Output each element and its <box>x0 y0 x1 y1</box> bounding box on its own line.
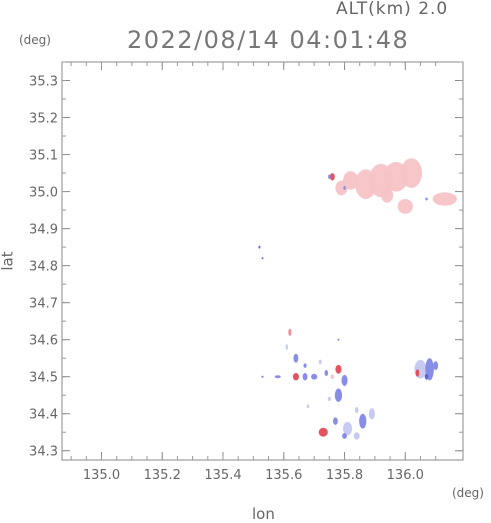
echo-cell <box>424 373 429 380</box>
y-tick-label: 34.6 <box>29 334 58 349</box>
x-ticks: 135.0 135.2 135.4 135.6 135.8 136.0 <box>70 62 437 483</box>
echo-cell <box>368 408 375 420</box>
y-unit-label: (deg) <box>19 33 51 47</box>
y-tick-label: 35.0 <box>29 186 58 201</box>
x-axis-label: lon <box>252 505 275 523</box>
plot-frame <box>61 61 464 461</box>
echo-cell <box>303 363 307 368</box>
echo-cell <box>292 372 299 381</box>
echo-cell <box>400 158 422 188</box>
echo-cell <box>302 372 308 381</box>
echo-cell <box>341 374 348 386</box>
echo-cell <box>306 404 310 409</box>
timestamp-title: 2022/08/14 04:01:48 <box>127 26 410 54</box>
x-tick-label: 135.8 <box>326 468 363 483</box>
x-tick-label: 135.2 <box>144 468 181 483</box>
echo-cell <box>380 187 394 203</box>
y-tick-label: 34.7 <box>29 297 58 312</box>
echo-cell <box>343 186 346 190</box>
x-tick-label: 135.6 <box>265 468 302 483</box>
echo-cell <box>318 359 322 365</box>
echo-cell <box>311 373 318 380</box>
y-tick-label: 34.4 <box>29 408 58 423</box>
echo-cell <box>354 407 359 413</box>
x-tick-label: 136.0 <box>387 468 424 483</box>
echo-cell <box>337 338 340 341</box>
y-tick-label: 35.1 <box>29 149 58 164</box>
echo-cell <box>415 369 420 377</box>
echo-cell <box>342 432 347 439</box>
y-tick-label: 35.3 <box>29 75 58 90</box>
echo-cell <box>433 361 439 371</box>
echo-cell <box>332 417 338 425</box>
echo-cell <box>261 375 264 378</box>
y-tick-label: 34.9 <box>29 223 58 238</box>
y-tick-label: 34.3 <box>29 445 58 460</box>
echo-cell <box>285 344 289 351</box>
altitude-label: ALT(km) 2.0 <box>336 0 449 19</box>
echo-cell <box>261 257 264 260</box>
x-unit-label: (deg) <box>452 486 484 500</box>
y-ticks: 34.3 34.4 34.5 34.6 34.7 34.8 34.9 35.0 35.1 35.2… <box>29 61 463 460</box>
echo-cell <box>397 198 413 214</box>
echo-cell <box>359 413 367 429</box>
echo-cell <box>334 388 343 402</box>
echo-cell <box>425 197 428 201</box>
echo-cell <box>324 370 329 376</box>
y-tick-label: 34.8 <box>29 260 58 275</box>
echo-layer <box>258 158 457 440</box>
x-tick-label: 135.0 <box>83 468 120 483</box>
echo-cell <box>274 375 281 379</box>
echo-cell <box>327 396 331 402</box>
echo-cell <box>329 173 335 181</box>
echo-cell <box>353 432 360 440</box>
y-tick-label: 35.2 <box>29 112 58 127</box>
echo-cell <box>288 328 292 336</box>
y-tick-label: 34.5 <box>29 371 58 386</box>
echo-cell <box>414 360 427 379</box>
echo-cell <box>432 192 457 206</box>
echo-cell <box>335 364 342 374</box>
echo-cell <box>293 353 299 363</box>
echo-cell <box>335 180 348 196</box>
echo-cell <box>330 374 335 379</box>
echo-cell <box>328 174 331 179</box>
echo-cell <box>258 245 261 249</box>
echo-cell <box>318 427 328 437</box>
x-tick-label: 135.4 <box>204 468 241 483</box>
echo-cell <box>343 421 353 436</box>
